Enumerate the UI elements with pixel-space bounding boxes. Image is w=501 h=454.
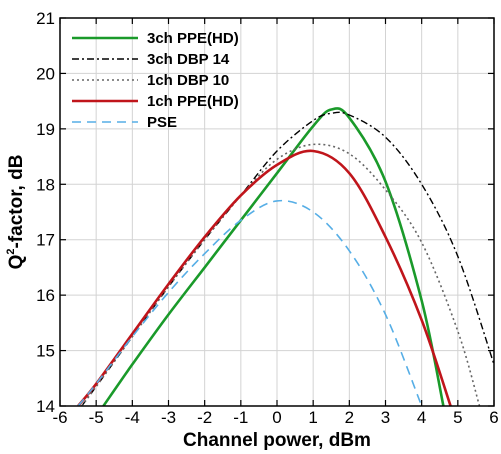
legend: 3ch PPE(HD) 3ch DBP 14 1ch DBP 10 1ch PPE(H… xyxy=(72,30,239,131)
series-line-3ch-dbp-14 xyxy=(81,111,494,406)
x-tick-label: 5 xyxy=(453,408,462,427)
legend-label-pse: PSE xyxy=(147,114,177,131)
legend-label-3ch-ppe-hd: 3ch PPE(HD) xyxy=(147,30,239,47)
y-tick-label: 17 xyxy=(36,231,55,250)
x-tick-label: 2 xyxy=(345,408,354,427)
y-tick-label: 14 xyxy=(36,397,55,416)
x-tick-label: 1 xyxy=(308,408,317,427)
y-tick-label: 16 xyxy=(36,286,55,305)
y-tick-label: 18 xyxy=(36,175,55,194)
x-tick-label: -2 xyxy=(197,408,212,427)
y-axis-title-main: Q xyxy=(6,255,27,270)
series-line-1ch-ppe-hd xyxy=(77,149,452,406)
y-axis-title-rest: -factor, dB xyxy=(6,155,27,249)
chart-grid xyxy=(60,18,494,406)
series-line-1ch-dbp-10 xyxy=(81,143,481,406)
legend-label-1ch-dbp-10: 1ch DBP 10 xyxy=(147,72,229,89)
y-tick-label: 19 xyxy=(36,120,55,139)
x-axis-title: Channel power, dBm xyxy=(183,430,371,451)
x-tick-label: 6 xyxy=(489,408,498,427)
x-tick-label: 4 xyxy=(417,408,426,427)
x-tick-label: -1 xyxy=(233,408,248,427)
axis-ticks: -6 -5 -4 -3 -2 -1 0 1 2 3 4 5 6 14 15 16 17 18 19 20 21 xyxy=(36,9,499,427)
legend-label-1ch-ppe-hd: 1ch PPE(HD) xyxy=(147,93,239,110)
series-layer xyxy=(77,107,494,406)
x-tick-label: -6 xyxy=(52,408,67,427)
x-tick-label: 3 xyxy=(381,408,390,427)
y-tick-label: 15 xyxy=(36,342,55,361)
y-tick-label: 21 xyxy=(36,9,55,28)
x-tick-label: 0 xyxy=(272,408,281,427)
series-line-pse xyxy=(77,199,423,406)
y-axis-title-superscript: 2 xyxy=(5,249,17,255)
x-tick-label: -4 xyxy=(125,408,140,427)
y-tick-label: 20 xyxy=(36,64,55,83)
series-line-3ch-ppe-hd xyxy=(102,107,445,406)
x-tick-label: -3 xyxy=(161,408,176,427)
legend-label-3ch-dbp-14: 3ch DBP 14 xyxy=(147,51,230,68)
y-axis-title: Q2-factor, dB xyxy=(5,155,27,270)
x-tick-label: -5 xyxy=(89,408,104,427)
